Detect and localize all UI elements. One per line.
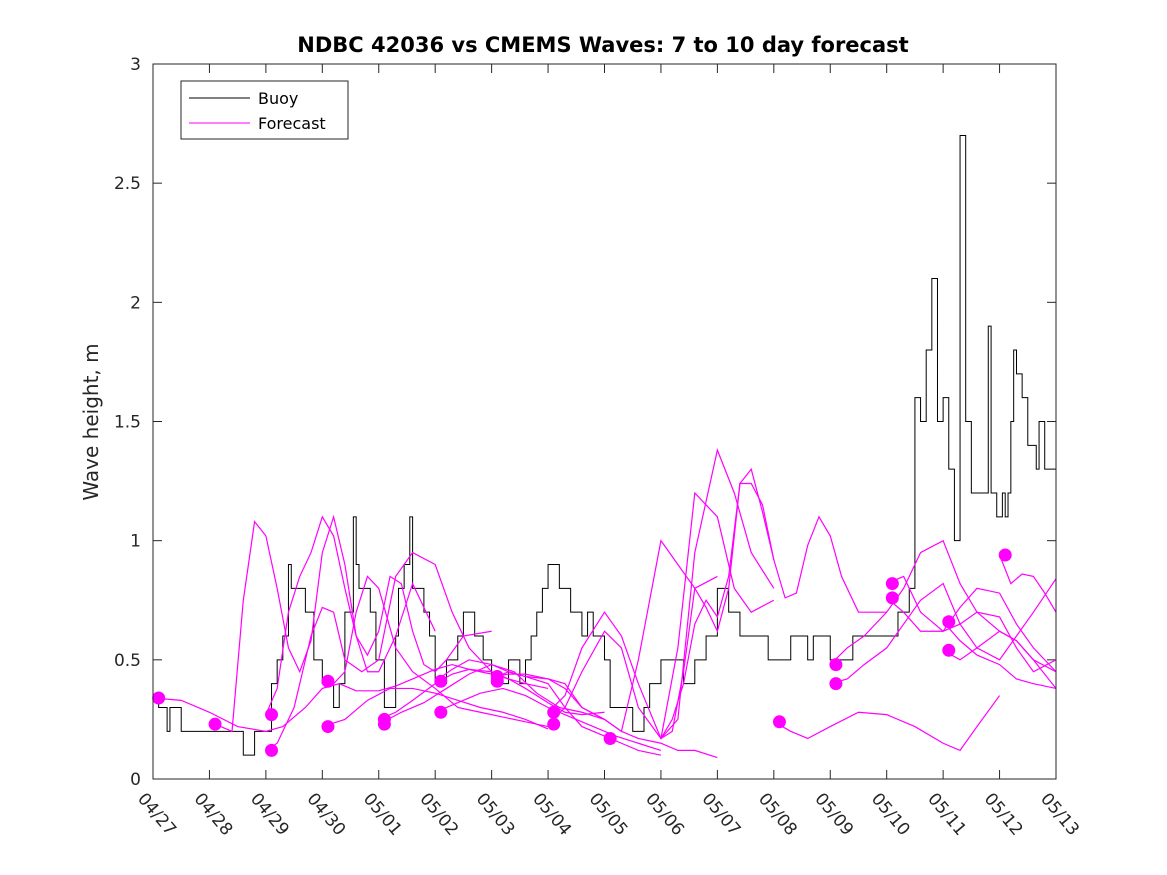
forecast-trace-line <box>830 578 1056 685</box>
x-tick-label: 05/11 <box>923 789 970 839</box>
x-tick-label: 05/02 <box>415 789 462 839</box>
x-tick-label: 05/06 <box>641 789 688 839</box>
forecast-trace-line <box>209 514 436 733</box>
y-axis-label: Wave height, m <box>79 343 103 500</box>
forecast-trace-line <box>942 630 1056 689</box>
forecast-start-point <box>547 705 561 719</box>
legend-box <box>180 80 349 140</box>
legend-forecast-label: Forecast <box>258 114 326 133</box>
forecast-start-point <box>321 674 335 688</box>
forecast-trace-line <box>547 448 775 740</box>
y-tick-label: 1.5 <box>114 413 141 433</box>
x-tick-label: 05/09 <box>810 789 857 839</box>
x-tick-label: 05/12 <box>980 789 1027 839</box>
forecast-start-point <box>942 615 956 629</box>
x-tick-label: 05/13 <box>1036 789 1083 839</box>
y-tick-label: 1 <box>130 532 141 552</box>
forecast-start-point <box>208 717 222 731</box>
forecast-start-point <box>265 743 279 757</box>
x-tick-label: 04/29 <box>246 789 293 839</box>
forecast-start-point <box>152 691 166 705</box>
forecast-start-point <box>829 658 843 672</box>
x-tick-label: 04/28 <box>190 789 237 839</box>
buoy-series-line <box>153 135 1056 756</box>
forecast-start-point <box>265 708 279 722</box>
forecast-trace-line <box>773 695 1001 752</box>
x-tick-label: 05/08 <box>754 789 801 839</box>
legend-buoy-label: Buoy <box>258 89 298 108</box>
chart-title: NDBC 42036 vs CMEMS Waves: 7 to 10 day f… <box>297 33 908 57</box>
forecast-trace-line <box>999 554 1056 613</box>
forecast-trace-line <box>491 539 718 733</box>
y-tick-label: 2 <box>130 293 141 313</box>
x-tick-label: 05/04 <box>528 789 575 839</box>
forecast-start-point <box>998 548 1012 562</box>
forecast-start-point <box>772 715 786 729</box>
x-tick-label: 05/10 <box>867 789 914 839</box>
x-tick-label: 05/05 <box>585 789 632 839</box>
forecast-trace-line <box>378 668 605 720</box>
y-tick-label: 0 <box>130 770 141 790</box>
forecast-start-point <box>377 717 391 731</box>
forecast-trace-line <box>434 687 662 751</box>
forecast-trace-line <box>660 467 775 739</box>
forecast-trace-line <box>886 597 1056 673</box>
x-tick-label: 05/03 <box>472 789 519 839</box>
y-tick-label: 0.5 <box>114 651 141 671</box>
forecast-start-point <box>885 577 899 591</box>
forecast-trace-line <box>265 551 493 751</box>
x-tick-label: 04/27 <box>133 789 180 839</box>
x-tick-label: 05/07 <box>698 789 745 839</box>
plot-frame <box>152 63 1057 780</box>
x-tick-label: 04/30 <box>302 789 349 839</box>
forecast-start-point <box>434 674 448 688</box>
forecast-trace-line <box>322 687 549 730</box>
forecast-start-point <box>321 720 335 734</box>
y-tick-label: 2.5 <box>114 174 141 194</box>
forecast-start-point <box>547 717 561 731</box>
forecast-start-point <box>829 677 843 691</box>
x-tick-label: 05/01 <box>359 789 406 839</box>
y-tick-label: 3 <box>130 55 141 75</box>
forecast-start-point <box>490 674 504 688</box>
forecast-trace-line <box>660 482 887 739</box>
series-layer <box>152 135 1056 759</box>
forecast-trace-line <box>434 659 662 756</box>
forecast-trace-line <box>886 575 1056 673</box>
forecast-start-point <box>603 731 617 745</box>
forecast-start-point <box>942 643 956 657</box>
forecast-trace-line <box>942 621 1056 690</box>
forecast-trace-line <box>265 515 492 715</box>
forecast-trace-line <box>322 575 549 728</box>
forecast-trace-line <box>153 663 549 732</box>
legend: Buoy Forecast <box>180 80 349 140</box>
forecast-start-point <box>885 591 899 605</box>
forecast-start-point <box>434 705 448 719</box>
